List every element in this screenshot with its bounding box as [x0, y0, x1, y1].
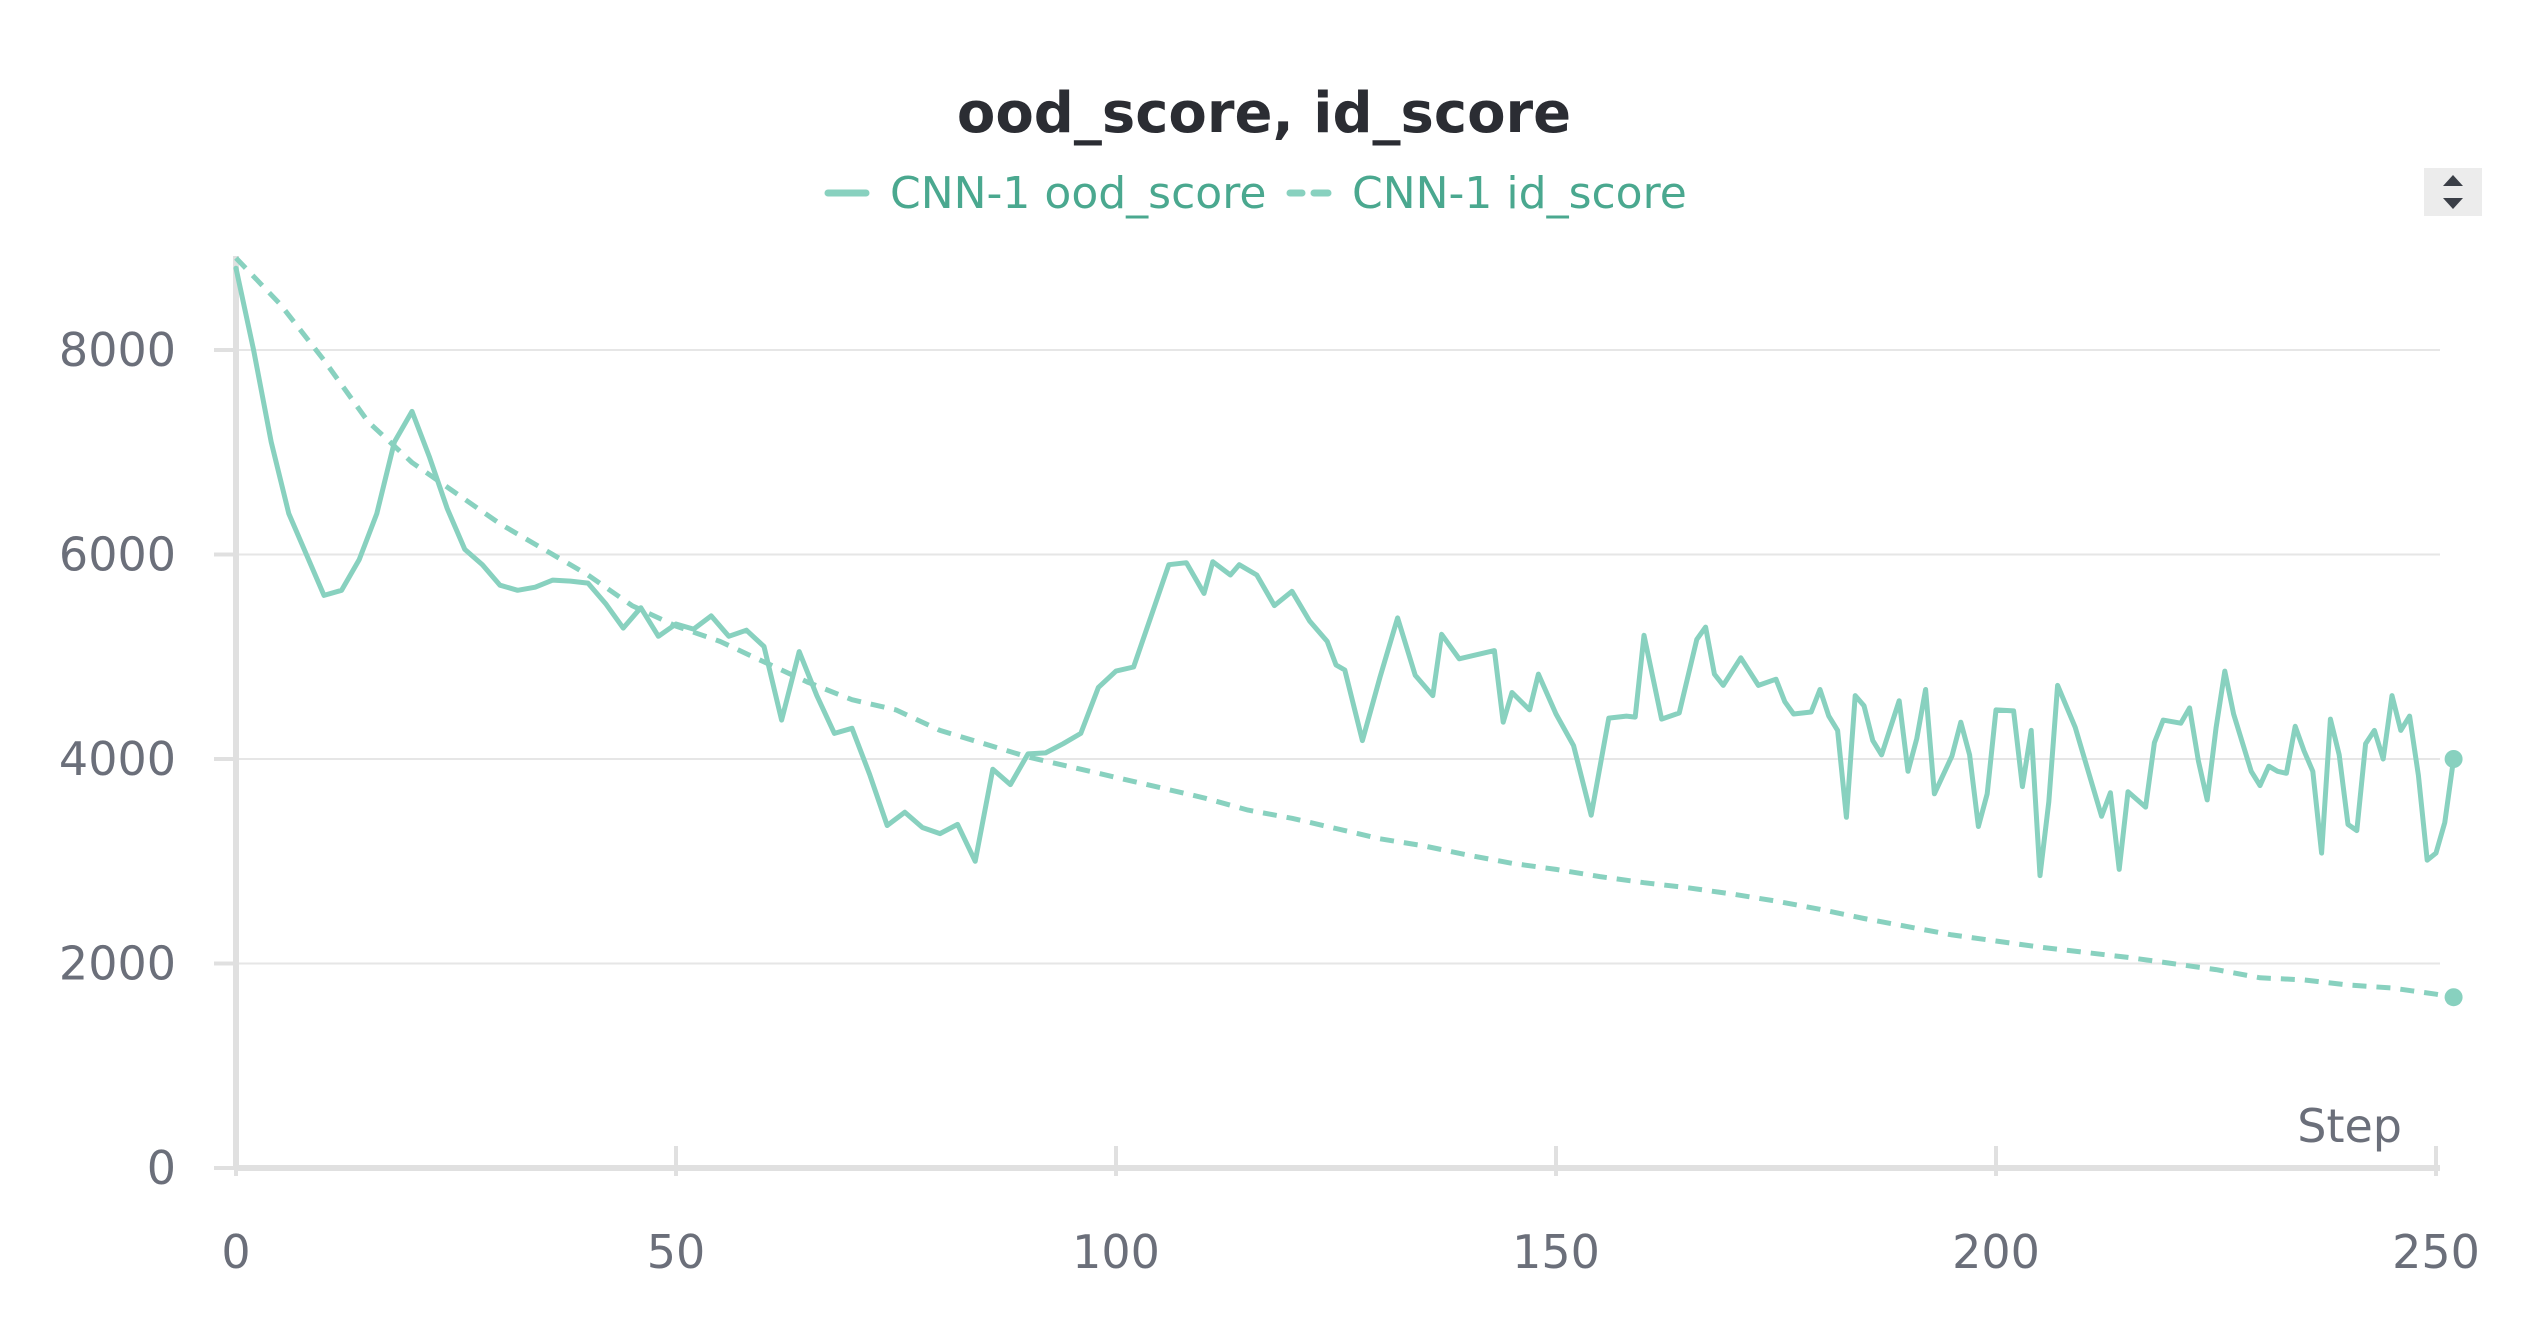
legend-scroll-down-icon[interactable]: [2443, 198, 2463, 209]
y-tick-label-6000: 6000: [59, 528, 176, 582]
chart-title: ood_score, id_score: [957, 81, 1571, 146]
legend-label-ood[interactable]: CNN-1 ood_score: [890, 168, 1266, 219]
axes: [214, 256, 2440, 1176]
y-tick-label-4000: 4000: [59, 732, 176, 786]
x-tick-label-100: 100: [1072, 1225, 1160, 1279]
series-end-point-id-score[interactable]: [2444, 988, 2463, 1007]
x-tick-label-150: 150: [1512, 1225, 1600, 1279]
series-end-point-ood-score[interactable]: [2444, 750, 2463, 768]
legend-scroll-up-icon[interactable]: [2443, 175, 2463, 186]
legend-scroll-control[interactable]: [2424, 168, 2482, 216]
legend: CNN-1 ood_score CNN-1 id_score: [824, 168, 1687, 219]
legend-label-id[interactable]: CNN-1 id_score: [1352, 168, 1687, 219]
x-tick-label-50: 50: [647, 1225, 706, 1279]
x-tick-label-250: 250: [2392, 1225, 2480, 1279]
series-lines: [233, 256, 2463, 1007]
x-tick-label-200: 200: [1952, 1225, 2040, 1279]
y-tick-label-2000: 2000: [59, 937, 176, 991]
grid: [236, 349, 2440, 965]
series-line-id-score[interactable]: [234, 256, 2455, 1000]
x-tick-label-0: 0: [221, 1225, 250, 1279]
tick-labels: 0 2000 4000 6000 8000 0 50 100 150 200 250: [59, 323, 2480, 1279]
y-tick-label-0: 0: [147, 1141, 176, 1195]
x-axis-label: Step: [2297, 1099, 2402, 1153]
y-tick-label-8000: 8000: [59, 323, 176, 377]
series-line-ood-score[interactable]: [233, 265, 2457, 879]
